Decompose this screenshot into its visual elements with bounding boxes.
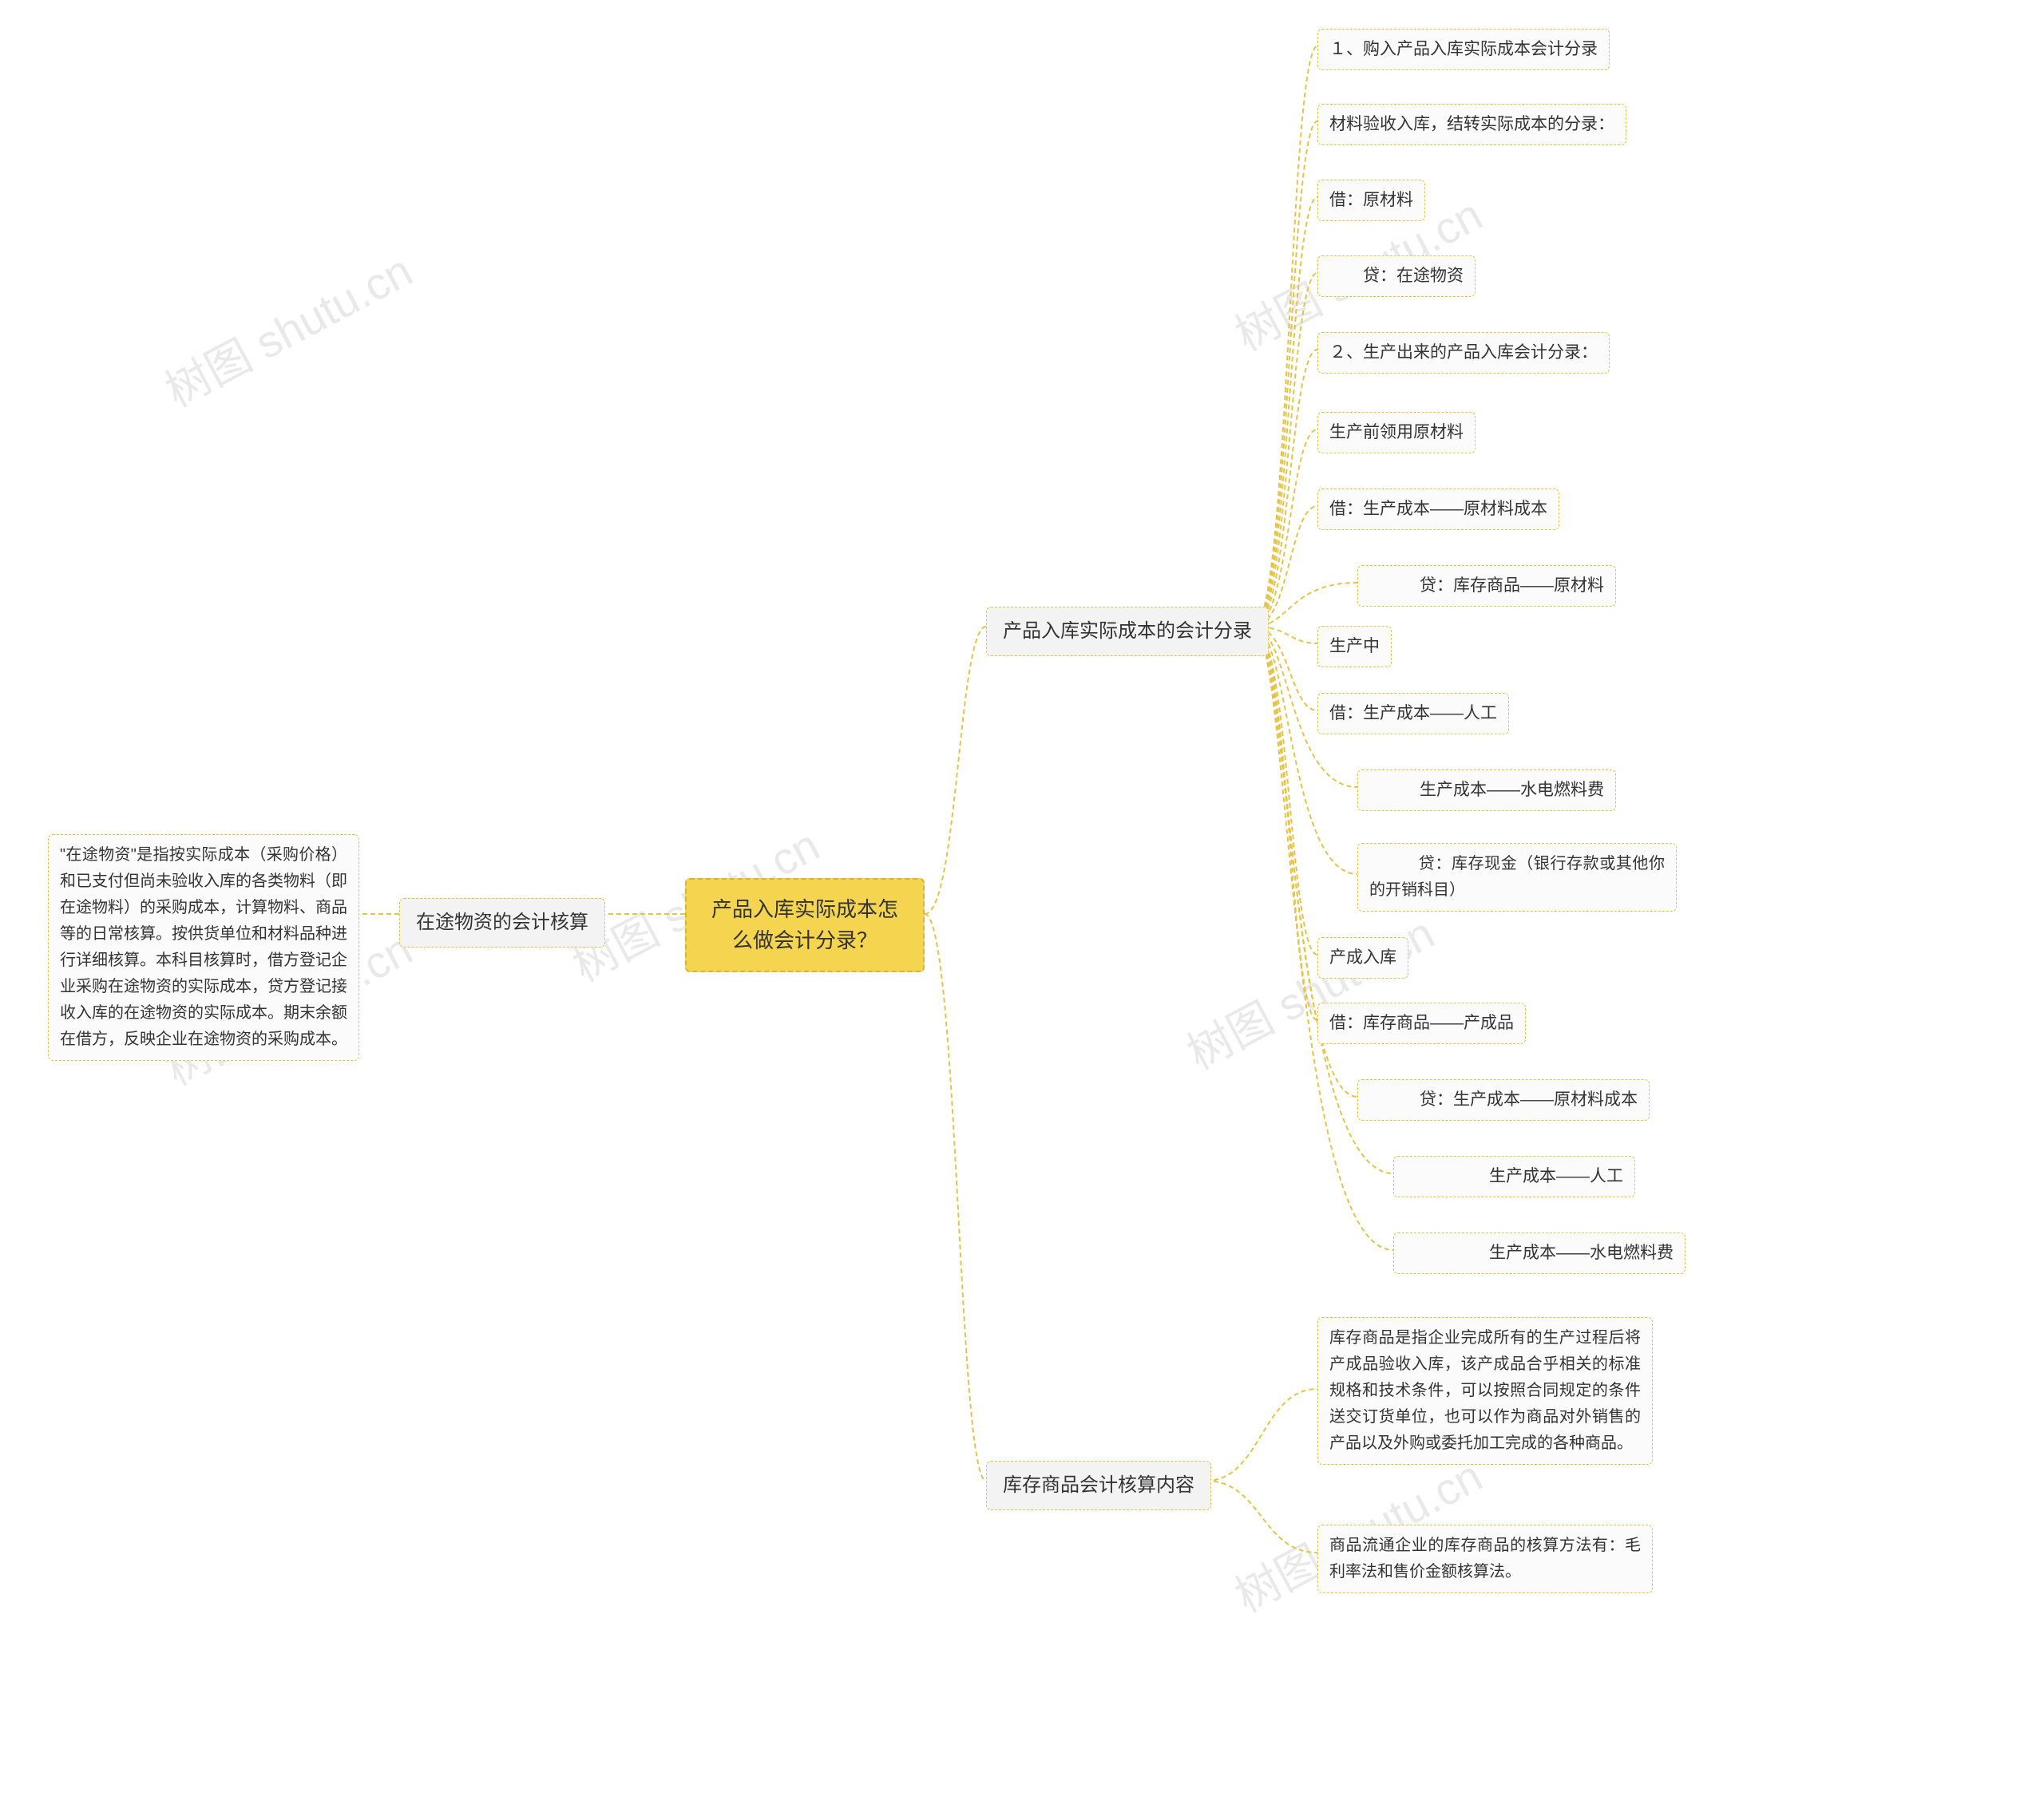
- leaf-node[interactable]: 贷：在途物资: [1317, 255, 1476, 297]
- leaf-node[interactable]: 贷：库存现金（银行存款或其他你的开销科目）: [1357, 843, 1677, 912]
- leaf-text: 材料验收入库，结转实际成本的分录：: [1329, 115, 1614, 133]
- leaf-node[interactable]: 库存商品是指企业完成所有的生产过程后将产成品验收入库，该产成品合乎相关的标准规格…: [1317, 1317, 1653, 1465]
- branch-left[interactable]: 在途物资的会计核算: [399, 898, 605, 948]
- watermark: 树图 shutu.cn: [153, 235, 422, 420]
- branch-right-1[interactable]: 产品入库实际成本的会计分录: [986, 607, 1269, 656]
- leaf-text: 贷：库存现金（银行存款或其他你的开销科目）: [1369, 855, 1665, 899]
- leaf-node[interactable]: 商品流通企业的库存商品的核算方法有：毛利率法和售价金额核算法。: [1317, 1525, 1653, 1593]
- leaf-text: 生产成本——水电燃料费: [1405, 1244, 1674, 1262]
- leaf-node[interactable]: 借：原材料: [1317, 180, 1425, 221]
- branch-right-2[interactable]: 库存商品会计核算内容: [986, 1461, 1211, 1510]
- mindmap-canvas: 树图 shutu.cn 树图 shutu.cn 树图 shutu.cn 树图 s…: [0, 0, 2044, 1816]
- leaf-node[interactable]: 材料验收入库，结转实际成本的分录：: [1317, 104, 1626, 145]
- leaf-node[interactable]: 生产前领用原材料: [1317, 412, 1476, 453]
- leaf-text: 贷：库存商品——原材料: [1369, 576, 1604, 595]
- branch-label: 库存商品会计核算内容: [1003, 1474, 1194, 1496]
- leaf-text: 借：生产成本——原材料成本: [1329, 500, 1547, 518]
- branch-label: 在途物资的会计核算: [416, 912, 588, 933]
- leaf-node[interactable]: １、购入产品入库实际成本会计分录: [1317, 29, 1610, 70]
- leaf-text: 产成入库: [1329, 948, 1396, 967]
- leaf-text: 生产成本——水电燃料费: [1369, 781, 1604, 799]
- branch-label: 产品入库实际成本的会计分录: [1003, 620, 1252, 642]
- leaf-text: 库存商品是指企业完成所有的生产过程后将产成品验收入库，该产成品合乎相关的标准规格…: [1329, 1329, 1641, 1452]
- leaf-node[interactable]: 借：生产成本——原材料成本: [1317, 489, 1559, 530]
- leaf-node[interactable]: ２、生产出来的产品入库会计分录：: [1317, 332, 1610, 374]
- leaf-text: 借：原材料: [1329, 191, 1413, 209]
- leaf-text: 贷：生产成本——原材料成本: [1369, 1090, 1638, 1109]
- leaf-text: 生产中: [1329, 637, 1380, 655]
- leaf-text: 借：库存商品——产成品: [1329, 1014, 1514, 1032]
- leaf-node[interactable]: 生产成本——水电燃料费: [1357, 770, 1616, 811]
- leaf-text: "在途物资"是指按实际成本（采购价格）和已支付但尚未验收入库的各类物料（即在途物…: [60, 846, 347, 1048]
- leaf-node[interactable]: 产成入库: [1317, 937, 1408, 979]
- leaf-text: ２、生产出来的产品入库会计分录：: [1329, 343, 1598, 362]
- leaf-node[interactable]: 借：库存商品——产成品: [1317, 1003, 1526, 1044]
- watermark: 树图 shutu.cn: [1175, 898, 1444, 1082]
- leaf-text: １、购入产品入库实际成本会计分录: [1329, 40, 1598, 58]
- leaf-node[interactable]: 借：生产成本——人工: [1317, 693, 1509, 734]
- leaf-node[interactable]: 生产中: [1317, 626, 1392, 667]
- leaf-text: 生产前领用原材料: [1329, 423, 1464, 441]
- leaf-text: 借：生产成本——人工: [1329, 704, 1497, 722]
- leaf-node[interactable]: 贷：生产成本——原材料成本: [1357, 1079, 1650, 1121]
- leaf-node[interactable]: 生产成本——人工: [1393, 1156, 1635, 1197]
- root-node[interactable]: 产品入库实际成本怎么做会计分录？: [685, 878, 925, 972]
- leaf-text: 商品流通企业的库存商品的核算方法有：毛利率法和售价金额核算法。: [1329, 1537, 1641, 1581]
- leaf-node[interactable]: 生产成本——水电燃料费: [1393, 1232, 1686, 1274]
- root-label: 产品入库实际成本怎么做会计分录？: [711, 897, 898, 952]
- leaf-left-desc[interactable]: "在途物资"是指按实际成本（采购价格）和已支付但尚未验收入库的各类物料（即在途物…: [48, 834, 359, 1061]
- leaf-text: 生产成本——人工: [1405, 1167, 1623, 1185]
- leaf-node[interactable]: 贷：库存商品——原材料: [1357, 565, 1616, 607]
- leaf-text: 贷：在途物资: [1329, 267, 1464, 285]
